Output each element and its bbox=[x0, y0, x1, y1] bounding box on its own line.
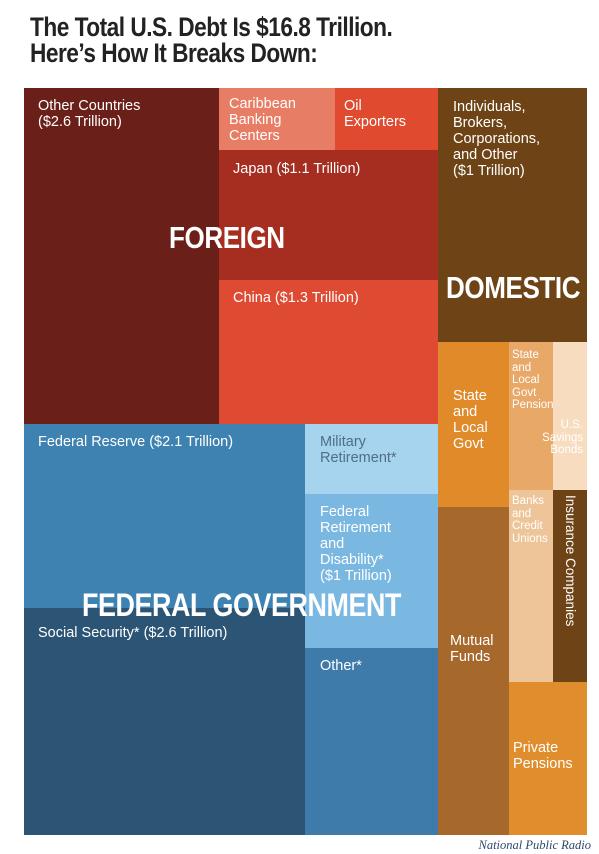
cell-mutual-funds: Mutual Funds bbox=[438, 507, 509, 835]
label-insurance-companies: Insurance Companies bbox=[563, 495, 578, 627]
source-credit: National Public Radio bbox=[478, 838, 592, 852]
label-china: China ($1.3 Trillion) bbox=[233, 290, 359, 306]
cell-insurance-companies: Insurance Companies bbox=[553, 490, 587, 682]
cell-state-local-govt-pensions: State and Local Govt Pensions bbox=[509, 342, 559, 490]
label-federal-reserve: Federal Reserve ($2.1 Trillion) bbox=[38, 434, 234, 450]
cell-private-pensions: Private Pensions bbox=[509, 682, 587, 835]
cell-military-retirement: Military Retirement* bbox=[305, 424, 438, 494]
label-other: Other* bbox=[320, 658, 362, 674]
label-federal-retirement-disability: Federal Retirement and Disability* ($1 T… bbox=[320, 504, 392, 584]
title-line-2: Here’s How It Breaks Down: bbox=[30, 38, 318, 68]
cell-state-local-govt: State and Local Govt bbox=[438, 342, 509, 507]
label-us-savings-bonds: U.S. Savings Bonds bbox=[542, 419, 583, 456]
cell-individuals-brokers: Individuals, Brokers, Corporations, and … bbox=[438, 88, 587, 342]
cell-federal-reserve: Federal Reserve ($2.1 Trillion) bbox=[24, 424, 305, 608]
label-other-countries: Other Countries ($2.6 Trillion) bbox=[38, 98, 141, 130]
cell-china: China ($1.3 Trillion) bbox=[219, 280, 438, 424]
label-japan: Japan ($1.1 Trillion) bbox=[233, 161, 361, 177]
label-private-pensions: Private Pensions bbox=[513, 740, 573, 772]
cell-oil-exporters: Oil Exporters bbox=[335, 88, 438, 150]
cell-caribbean-banking-centers: Caribbean Banking Centers bbox=[219, 88, 335, 150]
label-oil-exporters: Oil Exporters bbox=[344, 98, 407, 130]
cell-other-countries: Other Countries ($2.6 Trillion) bbox=[24, 88, 219, 424]
label-state-local-govt: State and Local Govt bbox=[453, 388, 488, 452]
cell-japan: Japan ($1.1 Trillion) bbox=[219, 150, 438, 280]
title-line-1: The Total U.S. Debt Is $16.8 Trillion. bbox=[30, 12, 393, 42]
label-social-security: Social Security* ($2.6 Trillion) bbox=[38, 625, 228, 641]
group-label-foreign: FOREIGN bbox=[169, 220, 285, 255]
label-mutual-funds: Mutual Funds bbox=[450, 633, 494, 665]
label-banks-credit-unions: Banks and Credit Unions bbox=[512, 495, 548, 545]
chart-title: The Total U.S. Debt Is $16.8 Trillion. H… bbox=[30, 12, 500, 68]
group-label-domestic: DOMESTIC bbox=[446, 270, 581, 305]
group-label-federal-government: FEDERAL GOVERNMENT bbox=[82, 587, 402, 623]
cell-banks-credit-unions: Banks and Credit Unions bbox=[509, 490, 553, 682]
cell-us-savings-bonds: U.S. Savings Bonds bbox=[542, 342, 587, 490]
label-military-retirement: Military Retirement* bbox=[320, 434, 397, 466]
cell-federal-retirement-disability: Federal Retirement and Disability* ($1 T… bbox=[305, 494, 438, 648]
label-individuals-brokers: Individuals, Brokers, Corporations, and … bbox=[453, 99, 541, 179]
label-state-local-govt-pensions: State and Local Govt Pensions bbox=[512, 349, 560, 411]
cell-other: Other* bbox=[305, 648, 438, 835]
cell-social-security: Social Security* ($2.6 Trillion) bbox=[24, 608, 305, 835]
label-caribbean-banking-centers: Caribbean Banking Centers bbox=[229, 96, 296, 144]
